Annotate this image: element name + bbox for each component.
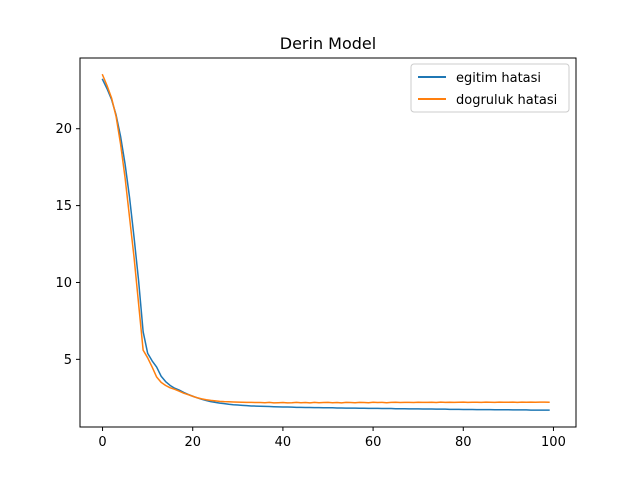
y-tick-label: 10 <box>55 276 72 291</box>
x-tick-label: 20 <box>184 435 201 450</box>
y-axis: 5 10 15 20 <box>55 122 80 368</box>
y-tick-label: 15 <box>55 199 72 214</box>
y-tick-label: 20 <box>55 122 72 137</box>
x-tick-label: 0 <box>98 435 106 450</box>
x-tick-label: 100 <box>541 435 566 450</box>
axes-frame <box>79 57 577 428</box>
x-tick-label: 40 <box>275 435 292 450</box>
chart-title: Derin Model <box>280 34 376 53</box>
series-line-0 <box>101 78 550 411</box>
series-line-1 <box>101 73 550 404</box>
x-tick-label: 80 <box>455 435 472 450</box>
x-axis: 0 20 40 60 80 100 <box>98 427 566 450</box>
legend-label-1: dogruluk hatasi <box>456 93 557 108</box>
plot-area <box>101 73 550 411</box>
legend-label-0: egitim hatasi <box>456 71 541 86</box>
legend-box <box>410 63 570 113</box>
x-tick-label: 60 <box>365 435 382 450</box>
legend: egitim hatasi dogruluk hatasi <box>410 63 570 113</box>
y-tick-label: 5 <box>64 353 72 368</box>
